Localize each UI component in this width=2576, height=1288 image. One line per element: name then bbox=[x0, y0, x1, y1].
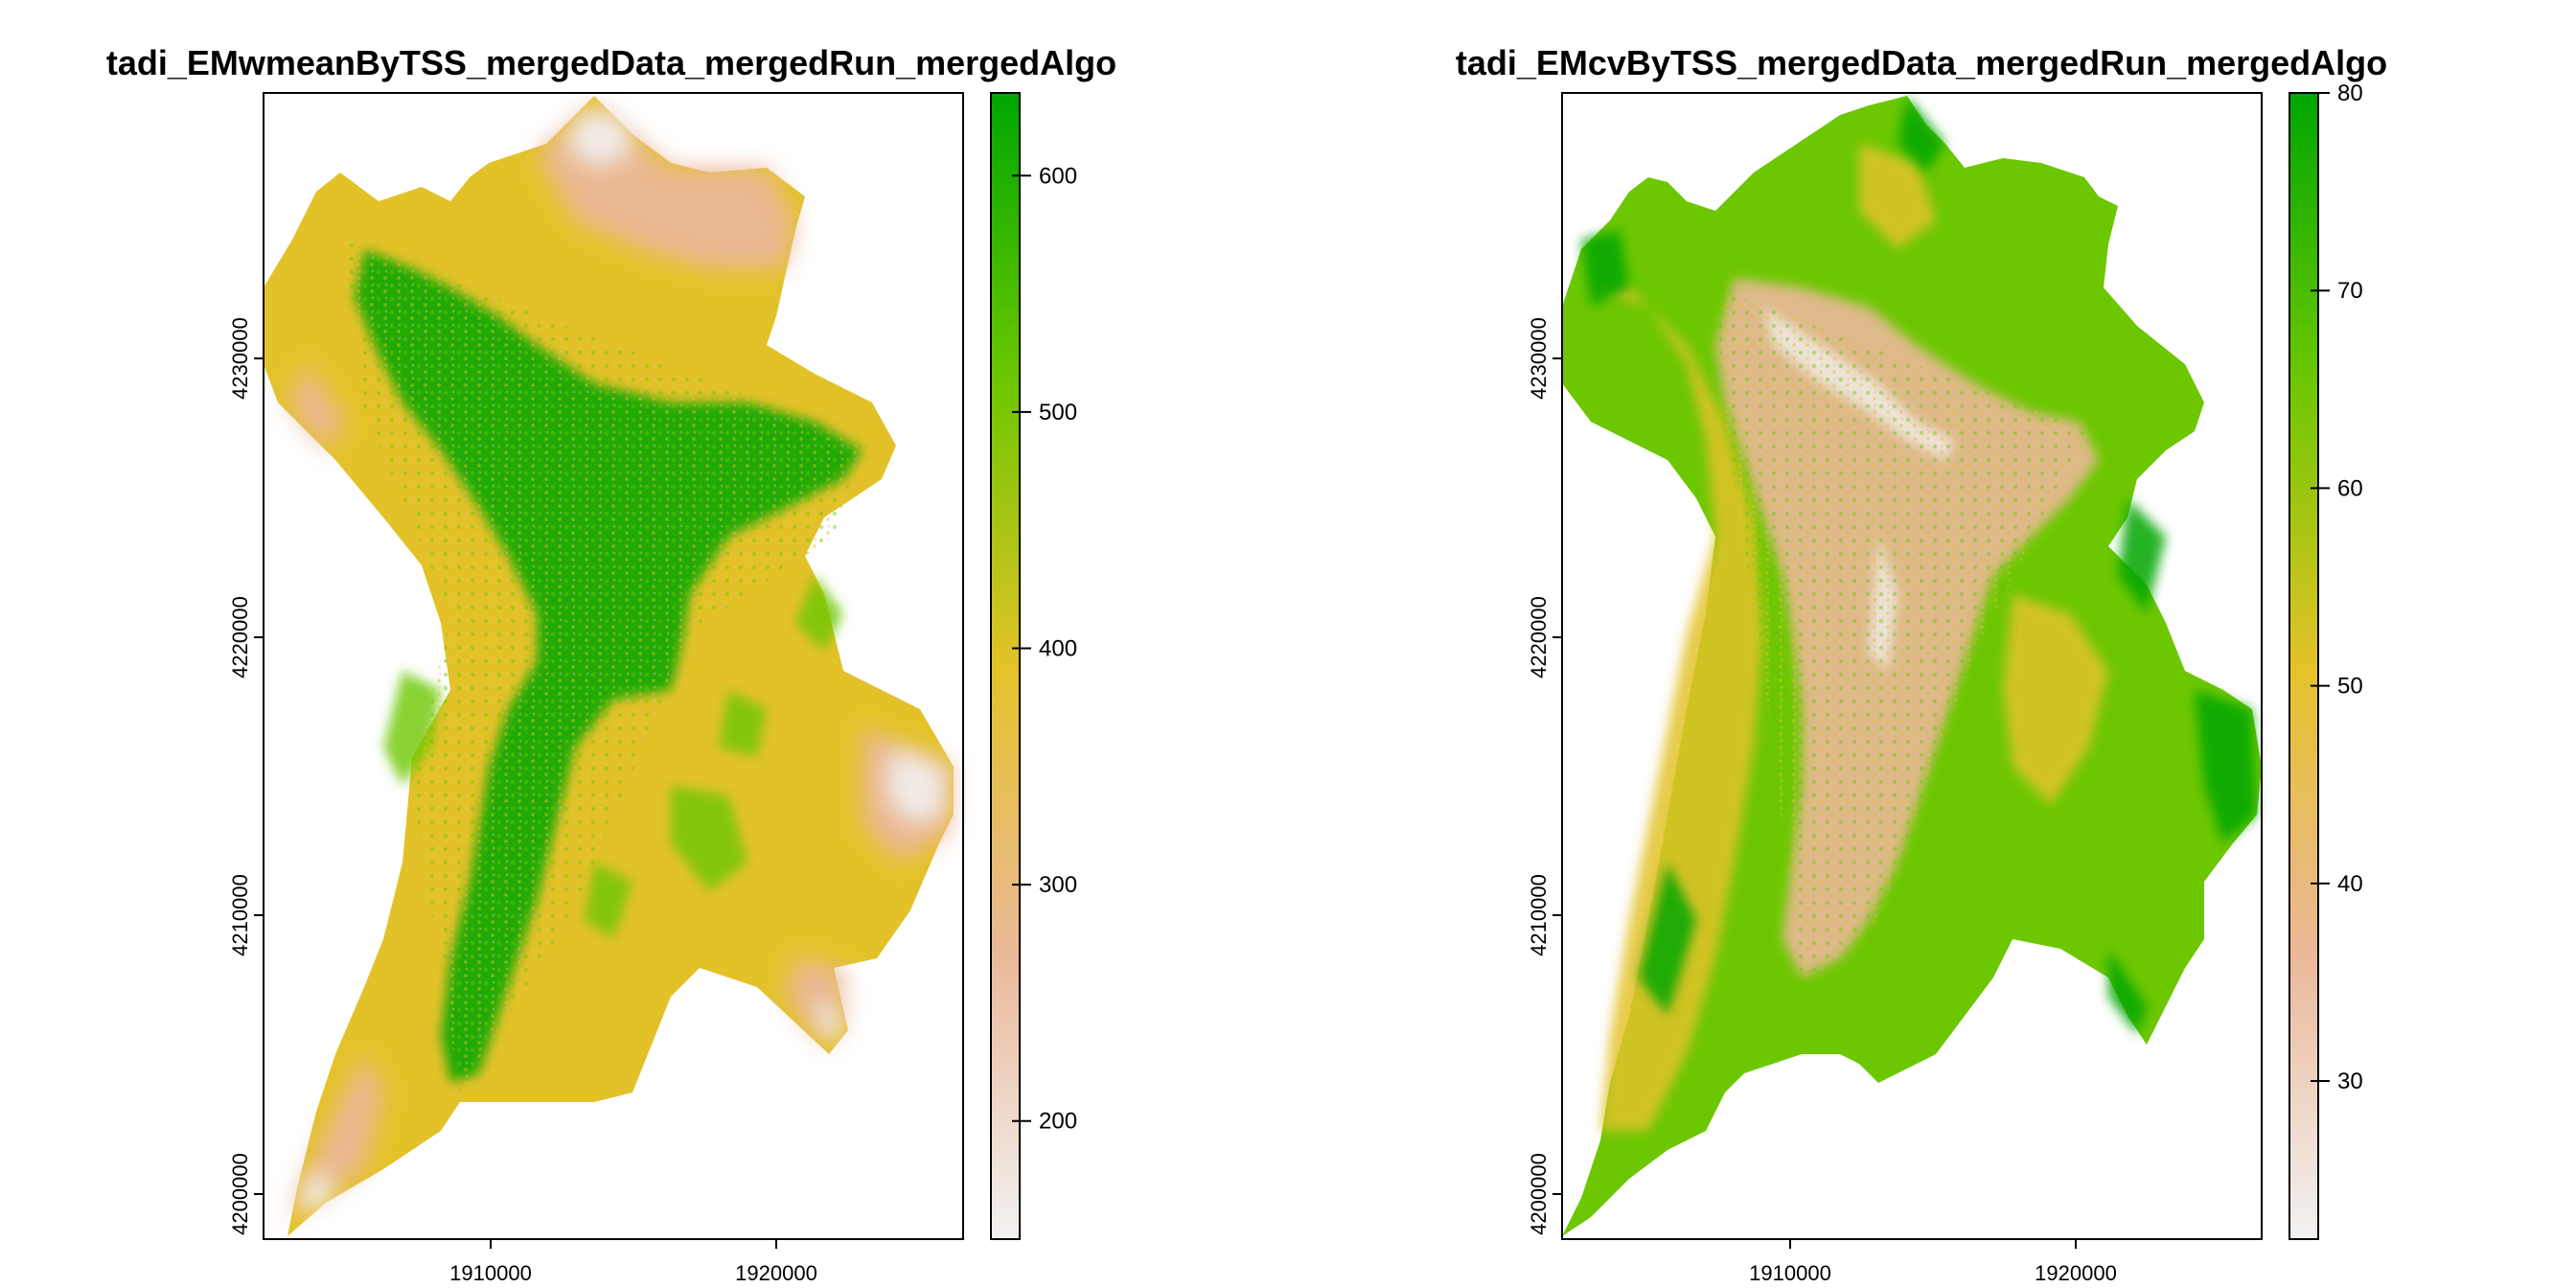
colorbar-tick-label-2: 50 bbox=[2337, 674, 2363, 700]
raster-map bbox=[264, 96, 954, 1236]
x-tick-label-0: 1910000 bbox=[449, 1261, 532, 1285]
colorbar-tick-label-4: 70 bbox=[2337, 278, 2363, 304]
x-tick-label-1: 1920000 bbox=[735, 1261, 817, 1285]
colorbar-tick-label-0: 200 bbox=[1039, 1109, 1077, 1135]
colorbar-tick-label-1: 300 bbox=[1039, 872, 1077, 898]
y-tick-label-3: 4230000 bbox=[228, 317, 252, 400]
plot-frame bbox=[1561, 92, 2263, 1240]
colorbar-gradient bbox=[2288, 92, 2319, 1240]
raster-map bbox=[1562, 96, 2262, 1236]
colorbar-tick-label-5: 80 bbox=[2337, 80, 2363, 106]
colorbar-tick-label-3: 500 bbox=[1039, 400, 1077, 426]
map-yellow-midlands bbox=[1591, 144, 2108, 1131]
x-axis: 1910000 1920000 bbox=[1749, 1239, 2117, 1285]
x-tick-label-1: 1920000 bbox=[2035, 1261, 2117, 1285]
y-tick-label-1: 4210000 bbox=[1527, 874, 1551, 956]
colorbar-tick-label-1: 40 bbox=[2337, 871, 2363, 897]
plot-frame bbox=[263, 92, 964, 1240]
map-green-patches bbox=[383, 575, 843, 939]
map-green-ridges bbox=[1581, 96, 2257, 1035]
x-tick-label-0: 1910000 bbox=[1749, 1261, 1831, 1285]
y-tick-label-3: 4230000 bbox=[1527, 317, 1551, 400]
y-tick-label-0: 4200000 bbox=[1527, 1153, 1551, 1235]
colorbar-ticks: 200 300 400 500 600 bbox=[1012, 163, 1077, 1135]
colorbar-tick-label-3: 60 bbox=[2337, 475, 2363, 501]
y-axis: 4200000 4210000 4220000 4230000 bbox=[1527, 317, 1562, 1235]
colorbar-tick-label-0: 30 bbox=[2337, 1069, 2363, 1094]
map-pink-highlands bbox=[288, 105, 954, 1217]
panel-cv: tadi_EMcvByTSS_mergedData_mergedRun_merg… bbox=[1456, 43, 2387, 1285]
y-tick-label-2: 4220000 bbox=[1527, 596, 1551, 678]
colorbar: 30 40 50 60 70 80 bbox=[2288, 80, 2363, 1240]
map-texture bbox=[345, 240, 862, 1092]
colorbar-tick-label-2: 400 bbox=[1039, 636, 1077, 662]
colorbar: 200 300 400 500 600 bbox=[990, 92, 1077, 1240]
colorbar-tick-label-4: 600 bbox=[1039, 163, 1077, 189]
x-axis: 1910000 1920000 bbox=[449, 1239, 817, 1285]
y-tick-label-2: 4220000 bbox=[228, 596, 252, 678]
plot-title: tadi_EMwmeanByTSS_mergedData_mergedRun_m… bbox=[106, 43, 1116, 82]
plot-title: tadi_EMcvByTSS_mergedData_mergedRun_merg… bbox=[1456, 43, 2387, 82]
y-tick-label-1: 4210000 bbox=[228, 874, 252, 956]
y-axis: 4200000 4210000 4220000 4230000 bbox=[228, 317, 264, 1235]
colorbar-gradient bbox=[990, 92, 1021, 1240]
panel-wmean: tadi_EMwmeanByTSS_mergedData_mergedRun_m… bbox=[106, 43, 1116, 1285]
colorbar-ticks: 30 40 50 60 70 80 bbox=[2311, 80, 2363, 1094]
map-texture bbox=[1715, 288, 2089, 987]
y-tick-label-0: 4200000 bbox=[228, 1153, 252, 1235]
